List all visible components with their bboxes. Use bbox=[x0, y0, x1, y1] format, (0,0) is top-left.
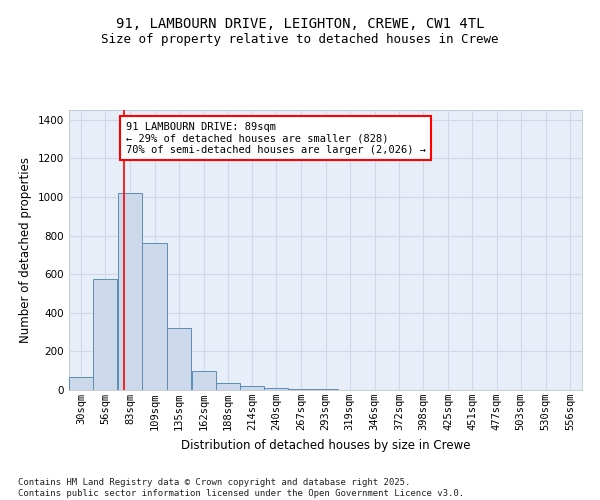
Text: Size of property relative to detached houses in Crewe: Size of property relative to detached ho… bbox=[101, 32, 499, 46]
Bar bbox=[142, 243, 167, 390]
Bar bbox=[69, 378, 93, 390]
Text: 91 LAMBOURN DRIVE: 89sqm
← 29% of detached houses are smaller (828)
70% of semi-: 91 LAMBOURN DRIVE: 89sqm ← 29% of detach… bbox=[125, 122, 425, 155]
Text: Contains HM Land Registry data © Crown copyright and database right 2025.
Contai: Contains HM Land Registry data © Crown c… bbox=[18, 478, 464, 498]
Bar bbox=[118, 193, 142, 390]
Bar bbox=[289, 389, 313, 390]
Y-axis label: Number of detached properties: Number of detached properties bbox=[19, 157, 32, 343]
Bar bbox=[216, 383, 240, 390]
X-axis label: Distribution of detached houses by size in Crewe: Distribution of detached houses by size … bbox=[181, 438, 470, 452]
Bar bbox=[264, 388, 289, 390]
Bar bbox=[240, 386, 264, 390]
Bar bbox=[167, 328, 191, 390]
Bar bbox=[93, 279, 118, 390]
Bar bbox=[191, 370, 216, 390]
Text: 91, LAMBOURN DRIVE, LEIGHTON, CREWE, CW1 4TL: 91, LAMBOURN DRIVE, LEIGHTON, CREWE, CW1… bbox=[116, 18, 484, 32]
